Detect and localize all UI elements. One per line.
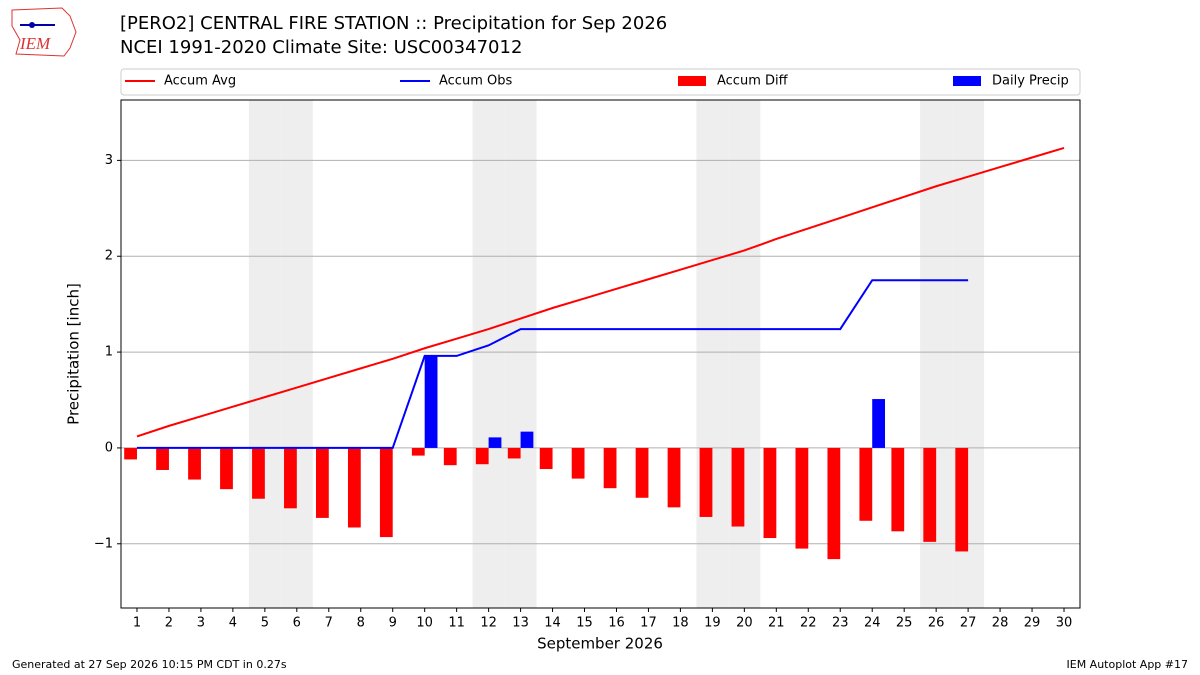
x-tick-label: 18 xyxy=(672,616,689,631)
y-tick-label: 0 xyxy=(105,440,113,455)
legend-box xyxy=(120,68,1081,96)
y-tick-label: −1 xyxy=(94,536,113,551)
x-tick-label: 16 xyxy=(608,616,625,631)
logo: IEM xyxy=(11,7,77,57)
line-series xyxy=(136,279,969,449)
bar xyxy=(284,447,297,509)
x-tick-label: 24 xyxy=(864,616,881,631)
bar xyxy=(731,447,745,527)
x-tick-label: 26 xyxy=(928,616,945,631)
x-tick-label: 14 xyxy=(544,616,561,631)
legend-swatch xyxy=(953,76,981,86)
logo-dot xyxy=(29,22,35,28)
shaded-day xyxy=(728,100,761,608)
x-tick-label: 10 xyxy=(416,616,433,631)
x-tick-label: 3 xyxy=(197,616,205,631)
x-tick-label: 28 xyxy=(992,616,1009,631)
chart-title: [PERO2] CENTRAL FIRE STATION :: Precipit… xyxy=(120,13,667,34)
shaded-day xyxy=(472,100,505,608)
x-tick-label: 4 xyxy=(229,616,237,631)
y-tick-label: 3 xyxy=(105,153,113,168)
x-axis-label: September 2026 xyxy=(537,635,663,653)
x-tick-label: 29 xyxy=(1024,616,1041,631)
bar xyxy=(955,447,969,552)
x-tick-label: 11 xyxy=(448,616,465,631)
x-tick-label: 15 xyxy=(576,616,593,631)
x-tick-label: 25 xyxy=(896,616,913,631)
bar xyxy=(124,447,137,460)
legend-label: Accum Avg xyxy=(164,74,236,89)
bar xyxy=(603,447,617,489)
legend-label: Accum Diff xyxy=(717,74,789,89)
bar xyxy=(795,447,809,549)
x-tick-label: 7 xyxy=(325,616,333,631)
x-tick-label: 2 xyxy=(165,616,173,631)
y-tick-label: 2 xyxy=(105,249,113,264)
shaded-day xyxy=(248,100,281,608)
x-tick-label: 5 xyxy=(261,616,269,631)
x-tick-label: 1 xyxy=(133,616,141,631)
bar xyxy=(827,447,841,560)
bar xyxy=(507,447,521,459)
y-tick-label: 1 xyxy=(105,345,113,360)
line-series xyxy=(136,146,1065,438)
x-tick-label: 22 xyxy=(800,616,817,631)
legend-swatch xyxy=(678,76,706,86)
bar xyxy=(488,437,502,448)
bar xyxy=(443,447,457,466)
shaded-day xyxy=(504,100,537,608)
x-tick-label: 27 xyxy=(960,616,977,631)
bar xyxy=(571,447,585,479)
logo-outline xyxy=(11,7,77,57)
bar xyxy=(411,447,425,456)
chart-subtitle: NCEI 1991-2020 Climate Site: USC00347012 xyxy=(120,37,522,58)
bar xyxy=(763,447,777,539)
bar xyxy=(859,447,873,521)
x-tick-label: 12 xyxy=(480,616,497,631)
x-tick-label: 21 xyxy=(768,616,785,631)
legend-label: Accum Obs xyxy=(439,74,512,89)
x-tick-label: 19 xyxy=(704,616,721,631)
footer-left: Generated at 27 Sep 2026 10:15 PM CDT in… xyxy=(12,658,287,671)
bar xyxy=(252,447,265,499)
bar xyxy=(635,447,649,498)
x-tick-label: 9 xyxy=(389,616,397,631)
x-tick-label: 8 xyxy=(357,616,365,631)
plot-frame xyxy=(120,99,1081,609)
footer-right: IEM Autoplot App #17 xyxy=(1067,658,1189,671)
bar xyxy=(667,447,681,508)
x-tick-label: 20 xyxy=(736,616,753,631)
bar xyxy=(923,447,937,542)
x-tick-label: 13 xyxy=(512,616,529,631)
bar xyxy=(156,447,169,470)
y-axis-label: Precipitation [inch] xyxy=(65,283,83,425)
bar xyxy=(220,447,233,490)
logo-text: IEM xyxy=(19,34,51,53)
bar xyxy=(539,447,553,470)
bar xyxy=(699,447,713,517)
bar xyxy=(379,447,393,538)
bar xyxy=(872,399,886,448)
shaded-day xyxy=(280,100,313,608)
bar xyxy=(891,447,905,532)
bar xyxy=(520,431,534,448)
legend-label: Daily Precip xyxy=(992,74,1069,89)
bar xyxy=(347,447,361,528)
x-tick-label: 17 xyxy=(640,616,657,631)
shaded-day xyxy=(696,100,729,608)
bar xyxy=(188,447,201,480)
x-tick-label: 6 xyxy=(293,616,301,631)
bar xyxy=(475,447,489,465)
x-tick-label: 30 xyxy=(1056,616,1073,631)
bar xyxy=(315,447,329,518)
x-tick-label: 23 xyxy=(832,616,849,631)
bar xyxy=(424,355,438,448)
